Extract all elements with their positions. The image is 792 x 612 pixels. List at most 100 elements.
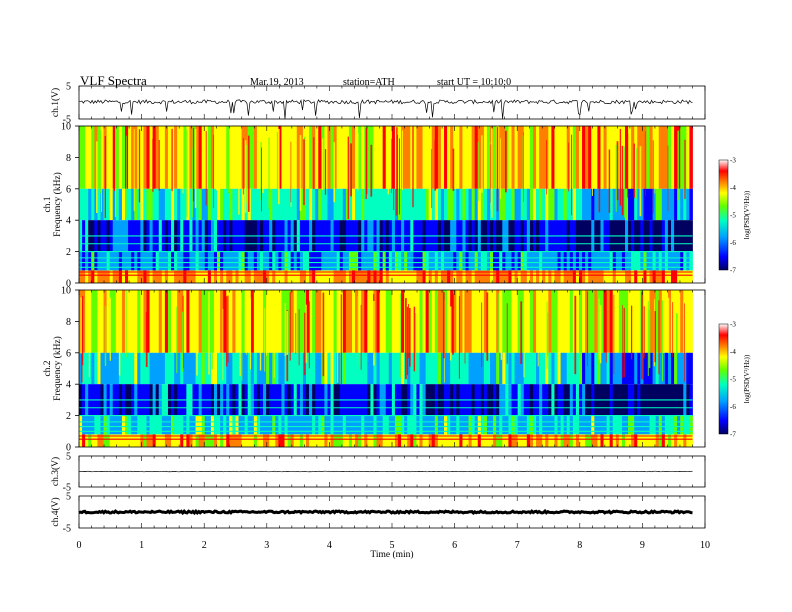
spectrogram-cell [652,270,657,283]
spectrogram-cell [91,415,95,435]
y-tick-label: 6 [66,348,71,359]
spectrogram-cell [330,188,334,221]
spectrogram-cell [560,290,565,353]
figure-station: station=ATH [343,77,395,88]
spectrogram-cell [293,270,298,283]
spectrogram-cell [161,126,166,189]
spectrogram-cell [143,434,147,447]
spectrogram-cell [523,434,528,447]
spectrogram-cell [198,270,203,283]
spectrogram-cell [548,251,552,271]
y-axis-label: ch.2 [43,360,53,376]
spectrogram-cell [189,188,193,221]
spectrogram-cell [370,415,374,435]
spectrogram-cell [603,270,607,283]
spectrogram-cell [256,126,261,189]
spectrogram-cell [348,415,353,435]
spectrogram-cell [339,270,344,283]
spectrogram-cell [213,290,218,353]
spectrogram-cell [385,352,390,385]
spectrogram-cell [505,270,509,283]
spectrogram-cell [572,251,577,271]
spectrogram-cell [588,290,592,353]
spectrogram-cell [609,126,614,189]
spectrogram-cell [526,434,531,447]
spectrogram-cell [305,270,310,283]
spectrogram-cell [468,251,473,271]
spectrogram-cell [517,352,522,385]
spectrogram-cell [152,352,157,385]
spectrogram-cell [450,188,454,221]
spectrogram-cell [121,415,126,435]
spectrogram-cell [361,434,365,447]
spectrogram-cell [394,290,399,353]
spectrogram-cell [618,270,623,283]
spectrogram-cell [269,270,273,283]
spectrogram-cell [539,434,543,447]
spectrogram-cell [112,352,117,385]
spectrogram-cell [661,126,666,189]
spectrogram-cell [606,415,611,435]
spectrogram-cell [658,270,663,283]
spectrogram-cell [416,270,420,283]
spectrogram-cell [210,126,215,189]
spectrogram-cell [606,270,611,283]
waveform-trace [78,508,693,516]
spectrogram-cell [284,188,288,221]
spectrogram-cell [591,352,595,385]
spectrogram-cell [210,270,215,283]
spectrogram-cell [348,188,353,221]
spectrogram-cell [318,270,322,283]
spectrogram-cell [643,188,647,221]
spectrogram-cell [514,126,519,189]
spectrogram-cell [367,352,371,385]
spectrogram-cell [471,188,476,221]
spectrogram-cell [256,251,261,271]
spectrogram-cell [85,434,89,447]
spectrogram-cell [152,126,157,189]
spectrogram-cell [131,188,135,221]
spectrogram-cell [299,270,304,283]
spectrogram-cell [422,434,427,447]
spectrogram-cell [664,126,669,189]
spectrogram-cell [189,270,193,283]
spectrogram-cell [566,290,571,353]
spectrogram-cell [640,270,644,283]
spectrogram-cell [444,251,448,271]
spectrogram-cell [456,415,460,435]
spectrogram-cell [91,188,95,221]
spectrogram-cell [183,434,187,447]
spectrogram-cell [569,251,574,271]
spectrogram-cell [229,188,233,221]
spectrogram-cell [434,434,439,447]
spectrogram-cell [401,352,405,385]
spectrogram-cell [223,251,227,271]
spectrogram-cell [428,434,433,447]
spectrogram-cell [468,126,473,189]
spectrogram-cell [302,415,307,435]
spectrogram-cell [158,126,163,189]
spectrogram-cell [167,251,172,271]
spectrogram-cell [523,352,528,385]
spectrogram-cell [388,126,393,189]
spectrogram-cell [180,434,184,447]
y-tick-label: 5 [66,82,71,93]
spectrogram-cell [388,188,393,221]
spectrogram-cell [355,434,359,447]
spectrogram-cell [97,415,101,435]
spectrogram-cell [85,352,89,385]
spectrogram-cell [85,251,89,271]
spectrogram-cell [256,290,261,353]
spectrogram-cell [327,290,331,353]
spectrogram-cell [106,270,111,283]
spectrogram-cell [278,126,282,189]
spectrogram-cell [296,352,301,385]
spectrogram-cell [171,290,175,353]
spectrogram-cell [324,270,328,283]
spectrogram-cell [158,434,163,447]
spectrogram-cell [161,270,166,283]
spectrogram-cell [315,126,319,189]
spectrogram-cell [186,434,190,447]
spectrogram-cell [514,270,519,283]
spectrogram-cell [315,251,319,271]
